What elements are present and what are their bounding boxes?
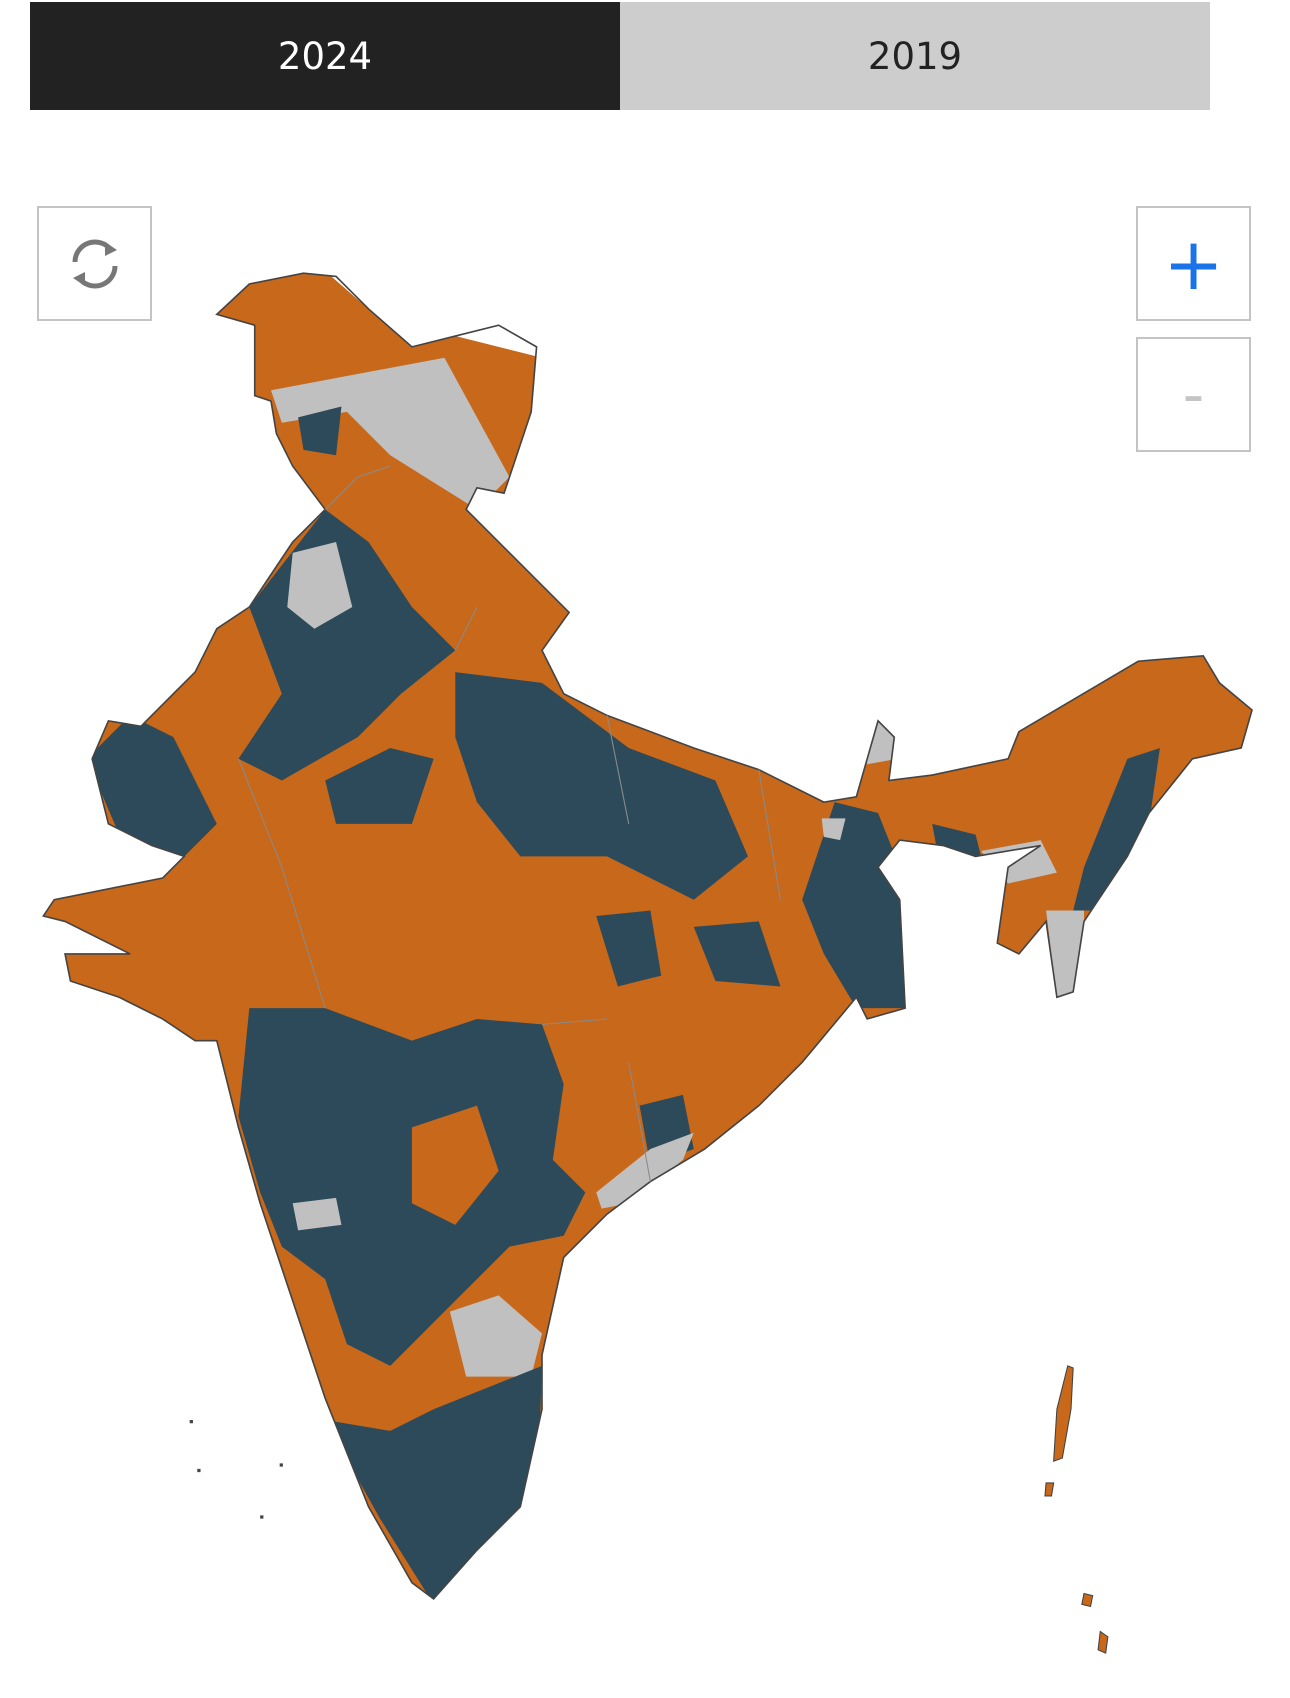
zoom-in-button[interactable]: + xyxy=(1136,206,1251,321)
region-gray xyxy=(287,542,353,629)
region-gray xyxy=(292,1197,342,1231)
tab-2024[interactable]: 2024 xyxy=(30,2,620,110)
region-teal xyxy=(802,802,911,1009)
islands xyxy=(1044,1482,1109,1654)
region-gray xyxy=(1046,910,1084,998)
reset-icon xyxy=(72,239,117,288)
islands xyxy=(1053,1365,1074,1463)
region-gray xyxy=(271,357,510,510)
region-teal xyxy=(596,910,662,987)
region-gray xyxy=(449,1295,542,1377)
region-teal xyxy=(298,406,342,456)
region-gray xyxy=(596,1132,694,1209)
tab-2019[interactable]: 2019 xyxy=(620,2,1210,110)
region-teal xyxy=(1073,747,1160,911)
region-teal xyxy=(325,747,434,824)
reset-button[interactable] xyxy=(37,206,152,321)
region-teal xyxy=(455,672,748,900)
region-orange xyxy=(411,1105,499,1225)
zoom-out-button[interactable]: - xyxy=(1136,337,1251,452)
region-teal xyxy=(693,921,781,987)
region-gray xyxy=(821,818,846,841)
islands xyxy=(189,1420,283,1519)
state-borders xyxy=(237,465,782,1182)
